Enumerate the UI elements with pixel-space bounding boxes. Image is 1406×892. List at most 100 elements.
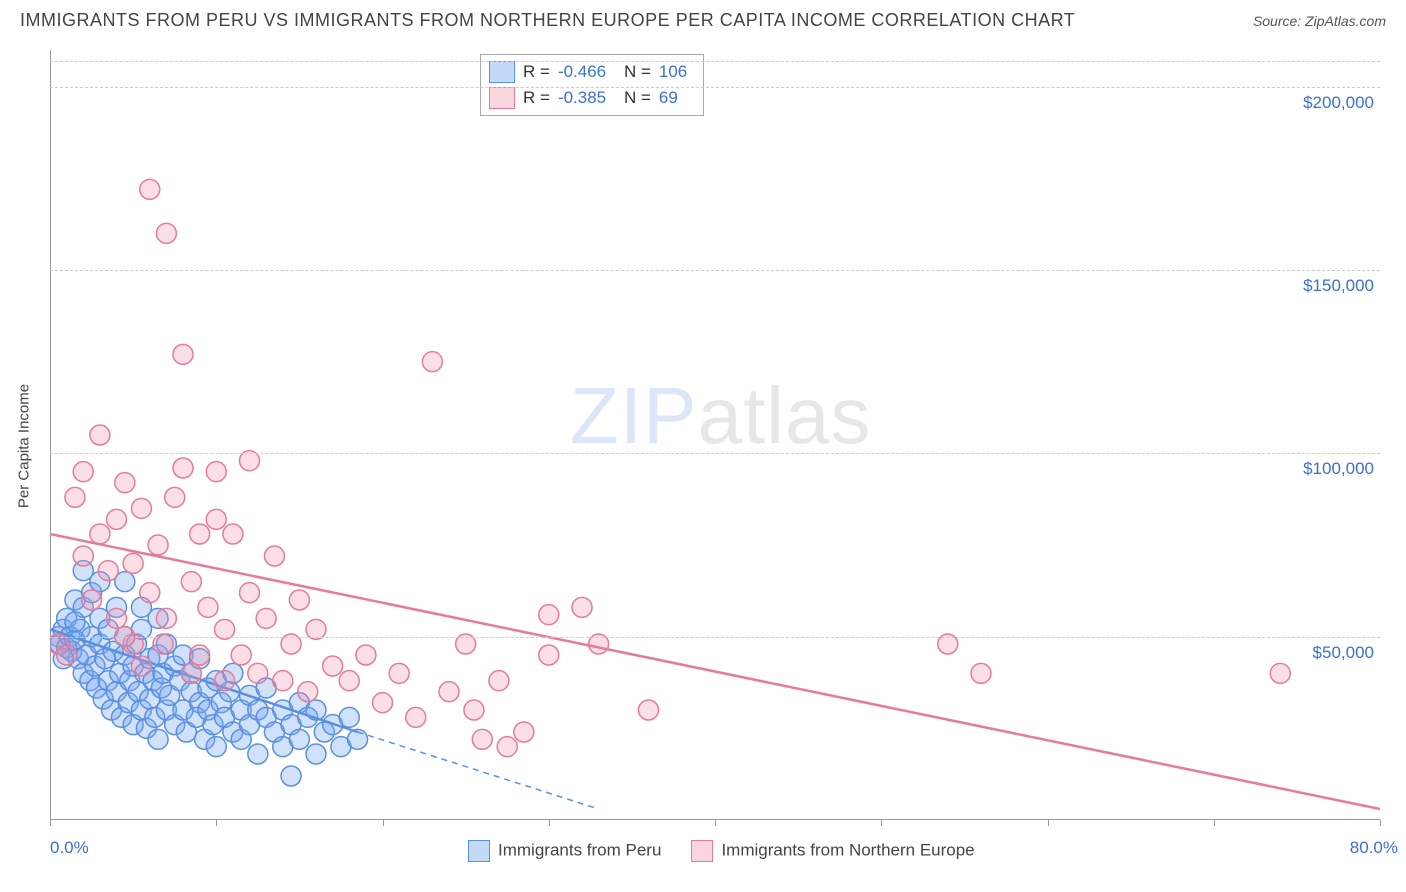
plot-area: ZIPatlas R =-0.466N =106R =-0.385N =69 $… [50, 50, 1380, 820]
y-tick-label: $50,000 [1313, 643, 1374, 663]
gridline [50, 453, 1380, 454]
data-point [173, 458, 193, 478]
data-point [190, 645, 210, 665]
x-tick [549, 820, 550, 826]
y-tick-label: $150,000 [1303, 276, 1374, 296]
data-point [73, 462, 93, 482]
data-point [115, 473, 135, 493]
data-point [497, 737, 517, 757]
data-point [73, 546, 93, 566]
data-point [131, 498, 151, 518]
x-tick [715, 820, 716, 826]
y-tick-label: $100,000 [1303, 459, 1374, 479]
data-point [206, 462, 226, 482]
data-point [156, 608, 176, 628]
data-point [539, 645, 559, 665]
data-point [356, 645, 376, 665]
data-point [256, 608, 276, 628]
data-point [173, 344, 193, 364]
x-tick [881, 820, 882, 826]
data-point [107, 509, 127, 529]
chart-title: IMMIGRANTS FROM PERU VS IMMIGRANTS FROM … [20, 10, 1075, 31]
source-label: Source: ZipAtlas.com [1253, 13, 1386, 29]
stat-n-value: 69 [659, 88, 695, 108]
data-point [223, 524, 243, 544]
data-point [57, 645, 77, 665]
x-end-label: 80.0% [1350, 838, 1398, 858]
data-point [489, 671, 509, 691]
data-point [539, 605, 559, 625]
data-point [281, 766, 301, 786]
data-point [65, 487, 85, 507]
stat-n-label: N = [624, 88, 651, 108]
y-tick-label: $200,000 [1303, 93, 1374, 113]
data-point [90, 524, 110, 544]
y-axis-label: Per Capita Income [16, 384, 33, 508]
x-tick [216, 820, 217, 826]
gridline [50, 61, 1380, 62]
legend-label: Immigrants from Peru [498, 840, 661, 859]
data-point [140, 179, 160, 199]
data-point [572, 597, 592, 617]
data-point [389, 663, 409, 683]
data-point [422, 352, 442, 372]
data-point [248, 663, 268, 683]
stats-swatch [489, 61, 515, 83]
data-point [206, 509, 226, 529]
gridline [50, 87, 1380, 88]
gridline [50, 270, 1380, 271]
stat-r-value: -0.466 [558, 62, 616, 82]
stat-n-label: N = [624, 62, 651, 82]
data-point [90, 425, 110, 445]
data-point [339, 671, 359, 691]
x-tick [1048, 820, 1049, 826]
legend-label: Immigrants from Northern Europe [721, 840, 974, 859]
stats-box: R = -0.466 N = 106 R = -0.385 N = 69 [480, 54, 704, 116]
data-point [439, 682, 459, 702]
header-bar: IMMIGRANTS FROM PERU VS IMMIGRANTS FROM … [20, 10, 1386, 31]
data-point [82, 590, 102, 610]
stat-r-label: R = [523, 62, 550, 82]
data-point [323, 656, 343, 676]
legend-item: Immigrants from Northern Europe [691, 840, 974, 862]
data-point [406, 707, 426, 727]
data-point [181, 663, 201, 683]
data-point [248, 744, 268, 764]
data-point [198, 597, 218, 617]
data-point [140, 583, 160, 603]
plot-svg [50, 50, 1380, 820]
stats-swatch [489, 87, 515, 109]
data-point [339, 707, 359, 727]
x-tick [1214, 820, 1215, 826]
x-tick [383, 820, 384, 826]
data-point [464, 700, 484, 720]
data-point [65, 612, 85, 632]
data-point [289, 729, 309, 749]
data-point [240, 583, 260, 603]
data-point [131, 656, 151, 676]
stat-n-value: 106 [659, 62, 695, 82]
stats-row: R = -0.385 N = 69 [489, 85, 695, 111]
data-point [306, 744, 326, 764]
data-point [264, 546, 284, 566]
data-point [107, 608, 127, 628]
stat-r-label: R = [523, 88, 550, 108]
bottom-legend: Immigrants from Peru Immigrants from Nort… [468, 840, 975, 862]
data-point [156, 223, 176, 243]
data-point [472, 729, 492, 749]
stat-r-value: -0.385 [558, 88, 616, 108]
data-point [273, 671, 293, 691]
data-point [148, 729, 168, 749]
data-point [298, 682, 318, 702]
data-point [514, 722, 534, 742]
data-point [123, 553, 143, 573]
data-point [971, 663, 991, 683]
legend-item: Immigrants from Peru [468, 840, 661, 862]
data-point [1270, 663, 1290, 683]
data-point [148, 535, 168, 555]
x-tick [50, 820, 51, 826]
x-tick [1380, 820, 1381, 826]
data-point [206, 737, 226, 757]
data-point [181, 572, 201, 592]
data-point [373, 693, 393, 713]
